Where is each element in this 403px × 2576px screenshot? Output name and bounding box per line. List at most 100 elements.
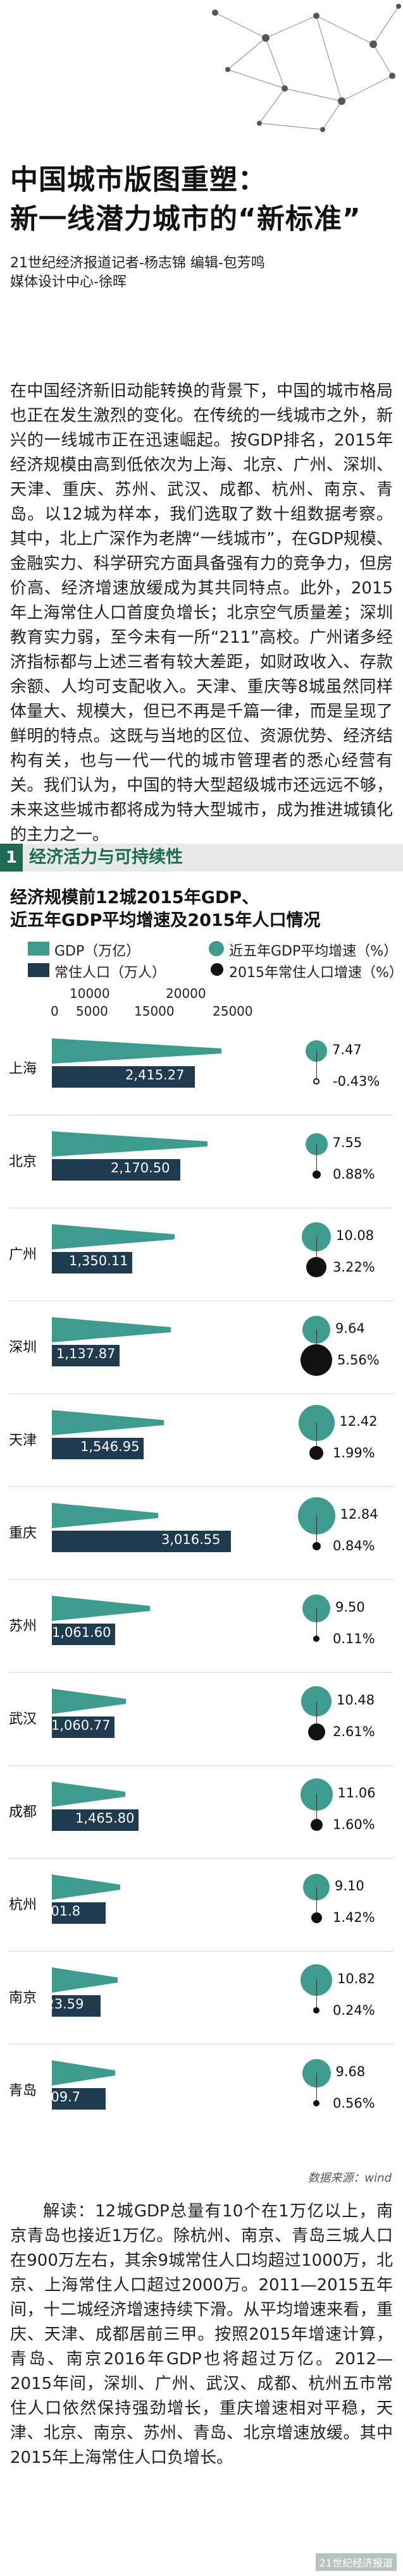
population-bar (52, 1995, 101, 2017)
population-bar (52, 1902, 106, 1924)
population-bar (52, 1438, 144, 1459)
population-growth-circle (301, 1344, 332, 1376)
row-divider (9, 1486, 394, 1487)
population-value: 1,137.87 (56, 1346, 116, 1361)
gdp-bar (52, 1596, 150, 1621)
population-growth-circle (311, 1912, 322, 1923)
population-bar (52, 1252, 132, 1273)
population-bar (52, 1624, 115, 1645)
growth-connector (316, 1980, 317, 2008)
row-divider (9, 1765, 394, 1766)
headline-line-2: 新一线潜力城市的“新标准” (10, 203, 361, 235)
explanation-paragraph: 解读：12城GDP总量有10个在1万亿以上，南京青岛也接近1万亿。除杭州、南京、… (10, 2202, 393, 2467)
population-bar (52, 2088, 106, 2110)
axis-tick-top-1: 10000 (70, 986, 110, 1001)
gdp-growth-value: 10.82 (337, 1971, 376, 1986)
city-label: 北京 (9, 1154, 37, 1170)
population-growth-value: 0.56% (333, 2096, 375, 2111)
population-growth-value: 0.88% (333, 1167, 375, 1182)
row-divider (9, 1579, 394, 1580)
population-growth-value: 3.22% (333, 1260, 375, 1275)
byline-reporter: 21世纪经济报道记者-杨志锦 编辑-包芳鸣 (10, 255, 265, 271)
population-growth-circle (312, 1541, 321, 1550)
gdp-growth-value: 10.08 (336, 1228, 375, 1243)
gdp-bar (52, 2060, 115, 2086)
gdp-growth-value: 12.84 (340, 1507, 378, 1522)
growth-connector (316, 1794, 317, 1822)
population-growth-circle (313, 1078, 319, 1084)
axis-tick-top-2: 20000 (166, 986, 206, 1001)
population-bar (52, 1345, 120, 1366)
city-label: 广州 (9, 1247, 37, 1263)
city-label: 天津 (9, 1433, 37, 1449)
section-title: 经济活力与可持续性 (29, 848, 183, 867)
gdp-bar (52, 1410, 164, 1435)
growth-connector (316, 1051, 317, 1079)
population-value: 1,061.60 (52, 1625, 111, 1640)
city-label: 成都 (9, 1804, 37, 1820)
growth-connector (316, 1608, 317, 1636)
population-growth-circle (310, 1818, 323, 1831)
axis-tick-bottom-2: 5000 (76, 1004, 108, 1019)
population-growth-circle (313, 1636, 319, 1642)
gdp-growth-value: 7.55 (332, 1135, 363, 1150)
city-label: 武汉 (9, 1711, 37, 1727)
growth-connector (316, 1330, 317, 1358)
growth-connector (316, 1516, 317, 1543)
legend-pop-swatch (28, 963, 49, 977)
population-growth-circle (313, 2007, 319, 2014)
section-header-bar (0, 844, 403, 872)
population-value: 3,016.55 (161, 1532, 221, 1547)
city-label: 南京 (9, 1990, 37, 2006)
axis-tick-bottom-1: 0 (51, 1004, 59, 1019)
population-value: 2,170.50 (111, 1160, 170, 1176)
population-growth-value: 1.99% (333, 1445, 375, 1461)
legend-gdp-swatch (28, 942, 49, 956)
legend-pop-growth-dot (211, 963, 223, 976)
row-divider (9, 1951, 394, 1952)
growth-connector (316, 1423, 317, 1450)
axis-tick-bottom-3: 15000 (134, 1004, 175, 1019)
city-label: 上海 (9, 1061, 37, 1077)
population-growth-circle (313, 2100, 319, 2106)
gdp-bar (52, 1689, 126, 1714)
city-label: 深圳 (9, 1340, 37, 1356)
population-bar (52, 1531, 231, 1552)
population-growth-value: 2.61% (333, 1724, 375, 1739)
gdp-growth-value: 7.47 (332, 1042, 362, 1057)
population-value: 901.8 (42, 1904, 81, 1919)
growth-connector (316, 1144, 317, 1172)
population-growth-value: 1.60% (333, 1817, 375, 1832)
population-growth-circle (312, 1170, 321, 1179)
population-growth-circle (306, 1257, 326, 1277)
population-growth-value: 0.24% (333, 2003, 375, 2018)
network-decoration (212, 4, 401, 132)
growth-connector (316, 1887, 317, 1915)
gdp-growth-value: 9.68 (335, 2064, 366, 2079)
section-number: 1 (0, 844, 23, 872)
legend-pop-growth-label: 2015年常住人口增速（%） (229, 965, 403, 981)
gdp-bar (52, 1317, 171, 1342)
gdp-growth-value: 12.42 (339, 1414, 378, 1429)
growth-connector (316, 1237, 317, 1265)
population-value: 1,350.11 (69, 1253, 128, 1268)
population-growth-circle (309, 1446, 323, 1460)
growth-connector (316, 1701, 317, 1729)
city-label: 青岛 (9, 2083, 37, 2099)
population-value: 823.59 (37, 1996, 84, 2012)
population-value: 909.7 (42, 2089, 81, 2105)
legend-growth-dot (209, 941, 224, 956)
growth-connector (316, 2073, 317, 2101)
gdp-growth-value: 10.48 (337, 1692, 375, 1708)
intro-paragraph: 在中国经济新旧动能转换的背景下，中国的城市格局也正在发生激烈的变化。在传统的一线… (10, 382, 393, 844)
city-label: 杭州 (9, 1897, 37, 1913)
population-growth-value: 5.56% (337, 1352, 380, 1368)
legend-pop-label: 常住人口（万人） (54, 965, 166, 981)
population-growth-value: -0.43% (333, 1074, 380, 1089)
footer-logo: 21世纪经济报道 (315, 2553, 397, 2571)
population-value: 1,465.80 (75, 1811, 135, 1826)
gdp-bar (52, 1874, 120, 1900)
gdp-growth-value: 11.06 (337, 1785, 376, 1801)
population-growth-value: 0.84% (333, 1538, 375, 1553)
